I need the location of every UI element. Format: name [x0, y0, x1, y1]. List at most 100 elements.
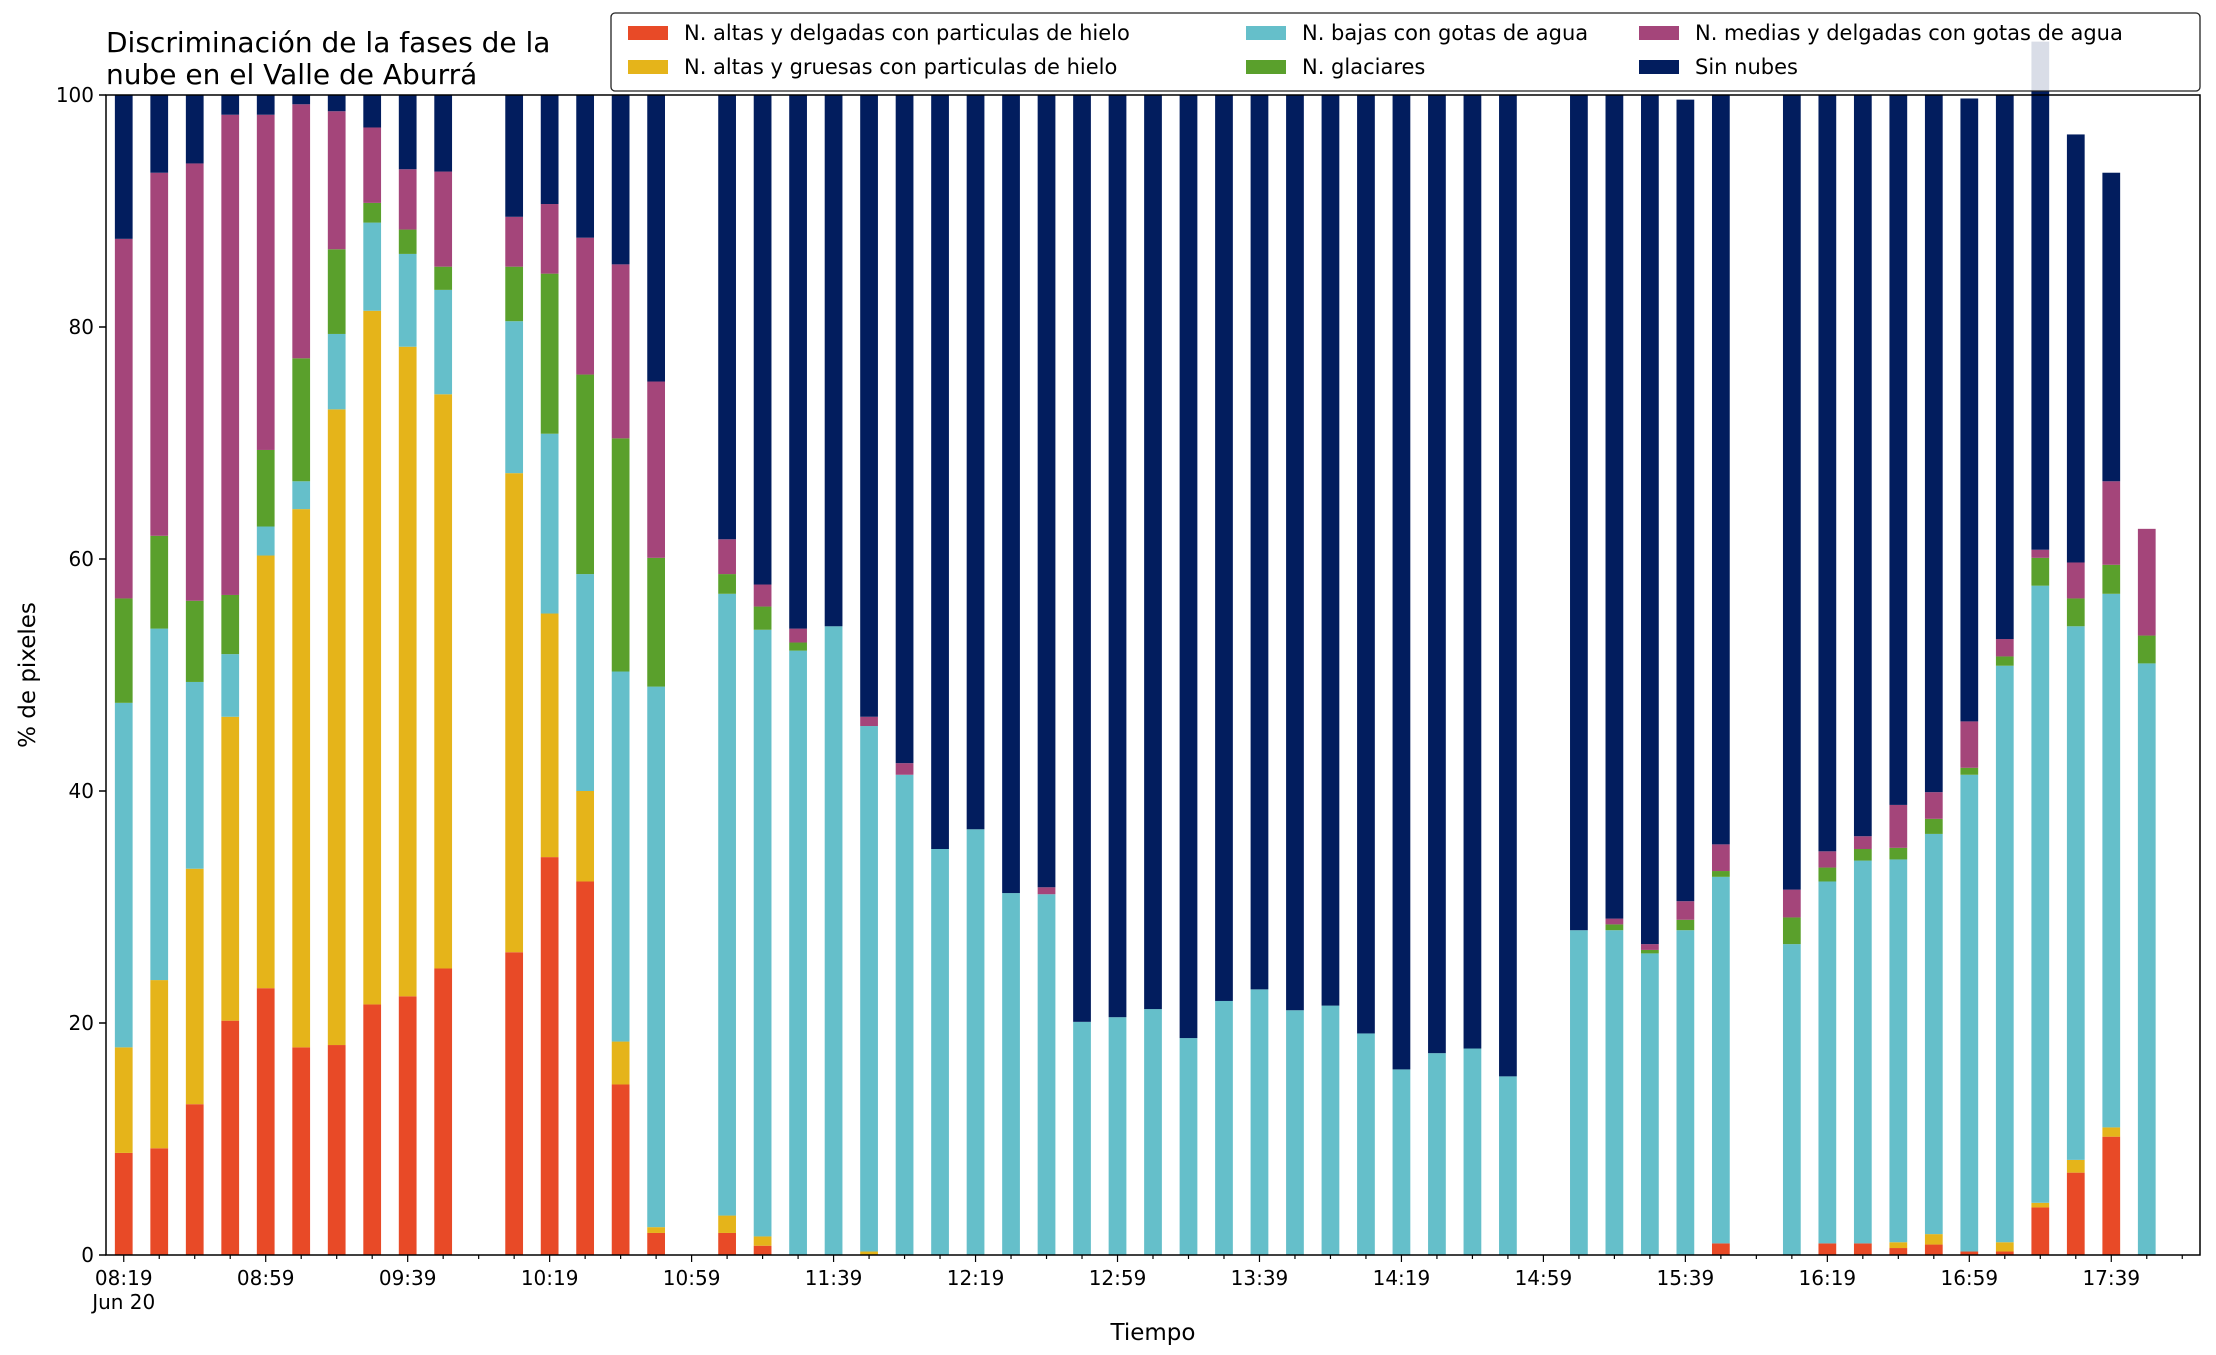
bar-stack — [1108, 95, 1127, 1255]
bar-segment — [114, 95, 133, 239]
bar-stack — [1144, 95, 1162, 1255]
bar-stack — [398, 95, 417, 1255]
bar-stack — [1392, 95, 1411, 1255]
bar-segment — [540, 433, 559, 614]
bar-segment — [611, 264, 630, 439]
bar-segment — [540, 857, 559, 1255]
bar-segment — [1924, 792, 1943, 819]
bar-segment — [1002, 95, 1020, 894]
bar-stack — [860, 95, 878, 1255]
bar-segment — [576, 881, 595, 1255]
bar-segment — [150, 628, 169, 981]
y-tick-label: 20 — [69, 1011, 94, 1035]
bar-segment — [1995, 656, 2014, 666]
bar-segment — [1108, 1017, 1127, 1255]
bar-stack — [1818, 95, 1837, 1255]
bar-segment — [1818, 851, 1837, 868]
bar-segment — [576, 791, 595, 882]
bar-segment — [1073, 1021, 1091, 1255]
bar-segment — [611, 1041, 630, 1085]
x-tick-label: 14:59 — [1515, 1266, 1573, 1290]
bar-segment — [1889, 1242, 1908, 1249]
bar-segment — [1321, 95, 1340, 1006]
bar-stack — [718, 95, 736, 1255]
bar-segment — [1818, 95, 1837, 852]
bar-segment — [1605, 930, 1624, 1255]
bar-segment — [1711, 871, 1730, 877]
y-tick-label: 80 — [69, 315, 94, 339]
bar-segment — [1499, 1076, 1517, 1255]
bar-stack — [1321, 95, 1340, 1255]
legend-label: N. medias y delgadas con gotas de agua — [1695, 21, 2123, 45]
bar-segment — [1428, 1053, 1446, 1255]
bar-segment — [718, 574, 736, 594]
bar-segment — [1711, 1243, 1730, 1255]
bar-stack — [1002, 95, 1020, 1255]
bar-segment — [185, 1104, 204, 1255]
x-tick-label: 12:19 — [947, 1266, 1005, 1290]
bar-segment — [1924, 1244, 1943, 1255]
bar-segment — [1605, 918, 1624, 925]
bar-stack — [1073, 95, 1091, 1255]
bar-segment — [256, 526, 275, 556]
bar-segment — [221, 594, 240, 655]
bar-stack — [1782, 95, 1801, 1255]
x-tick-label: 15:39 — [1657, 1266, 1715, 1290]
bar-segment — [1037, 887, 1056, 895]
bar-segment — [1641, 953, 1659, 1255]
bar-segment — [753, 606, 772, 630]
bar-segment — [576, 574, 595, 791]
bar-segment — [150, 95, 169, 173]
bar-stack — [1676, 99, 1695, 1255]
y-tick-label: 100 — [56, 83, 94, 107]
bar-stack — [327, 95, 346, 1255]
bar-segment — [114, 1047, 133, 1153]
bar-segment — [2066, 598, 2085, 627]
bar-segment — [1676, 930, 1695, 1255]
bar-segment — [1889, 95, 1908, 805]
bar-segment — [185, 95, 204, 164]
bar-segment — [1179, 1038, 1198, 1255]
bar-segment — [2066, 1172, 2085, 1255]
bar-segment — [363, 1004, 382, 1255]
bar-segment — [647, 381, 665, 558]
bar-segment — [611, 95, 630, 265]
bar-segment — [1641, 95, 1659, 945]
bar-segment — [1392, 1069, 1411, 1255]
bar-segment — [505, 952, 524, 1255]
bar-segment — [789, 628, 807, 643]
bar-segment — [860, 726, 878, 1252]
y-axis: 0 20 40 60 80 100 — [56, 83, 106, 1267]
bar-segment — [1321, 1005, 1340, 1255]
bar-segment — [221, 114, 240, 595]
bar-segment — [576, 95, 595, 238]
x-tick-label: 08:19 — [95, 1266, 153, 1290]
bar-segment — [327, 111, 346, 250]
bar-segment — [647, 557, 665, 687]
bar-segment — [221, 716, 240, 1021]
bar-segment — [398, 229, 417, 254]
bar-segment — [540, 613, 559, 858]
y-tick-label: 0 — [81, 1243, 94, 1267]
bar-segment — [1853, 849, 1872, 861]
bar-segment — [753, 584, 772, 607]
bar-segment — [1286, 95, 1304, 1011]
bar-stack — [1605, 95, 1624, 1255]
x-tick-label: 14:19 — [1373, 1266, 1431, 1290]
bar-segment — [1144, 1009, 1162, 1255]
bar-segment — [256, 449, 275, 527]
bar-stack — [1463, 95, 1482, 1255]
y-tick-label: 40 — [69, 779, 94, 803]
x-axis: 08:19 08:59 09:39 10:19 10:59 11:39 12:19 12:59… — [90, 1255, 2183, 1314]
bar-segment — [1853, 860, 1872, 1244]
bar-stack — [505, 95, 524, 1255]
bar-segment — [576, 374, 595, 575]
bar-segment — [1037, 894, 1056, 1255]
bar-segment — [1853, 95, 1872, 837]
bar-segment — [931, 849, 949, 1255]
bar-segment — [292, 481, 311, 510]
bar-stack — [789, 95, 807, 1255]
bar-segment — [2137, 663, 2156, 1255]
bar-segment — [363, 222, 382, 311]
bar-segment — [1995, 1242, 2014, 1252]
